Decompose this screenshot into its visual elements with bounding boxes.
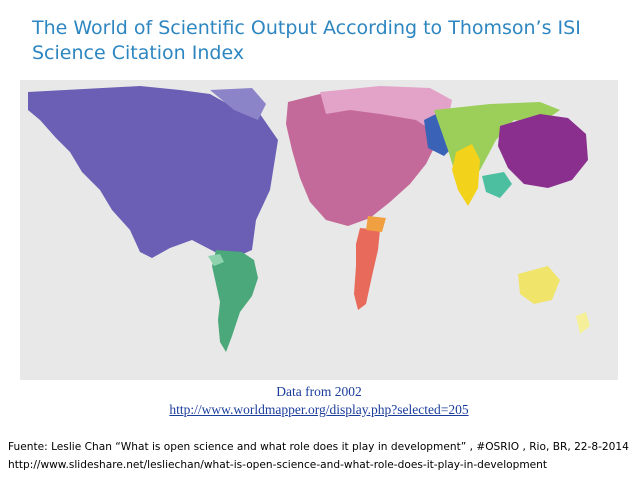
data-source-link[interactable]: http://www.worldmapper.org/display.php?s… xyxy=(169,402,469,417)
worldmapper-cartogram xyxy=(20,80,618,380)
region-south-asia xyxy=(452,144,480,206)
source-url[interactable]: http://www.slideshare.net/lesliechan/wha… xyxy=(8,459,548,471)
region-north-africa xyxy=(366,216,386,232)
region-australia xyxy=(518,266,560,304)
slide-title: The World of Scientific Output According… xyxy=(32,17,581,64)
region-east-asia xyxy=(498,114,588,188)
region-north-america xyxy=(28,86,278,258)
region-new-zealand xyxy=(576,312,590,334)
region-latin-america xyxy=(212,250,258,352)
region-africa xyxy=(354,228,380,310)
region-caribbean xyxy=(208,254,224,266)
region-eastern-europe xyxy=(320,86,452,132)
region-southeast-asia xyxy=(482,172,512,198)
region-western-europe xyxy=(286,92,440,226)
data-year-label: Data from 2002 xyxy=(276,384,362,399)
source-citation: Fuente: Leslie Chan “What is open scienc… xyxy=(8,441,629,453)
region-greenland xyxy=(210,88,266,120)
